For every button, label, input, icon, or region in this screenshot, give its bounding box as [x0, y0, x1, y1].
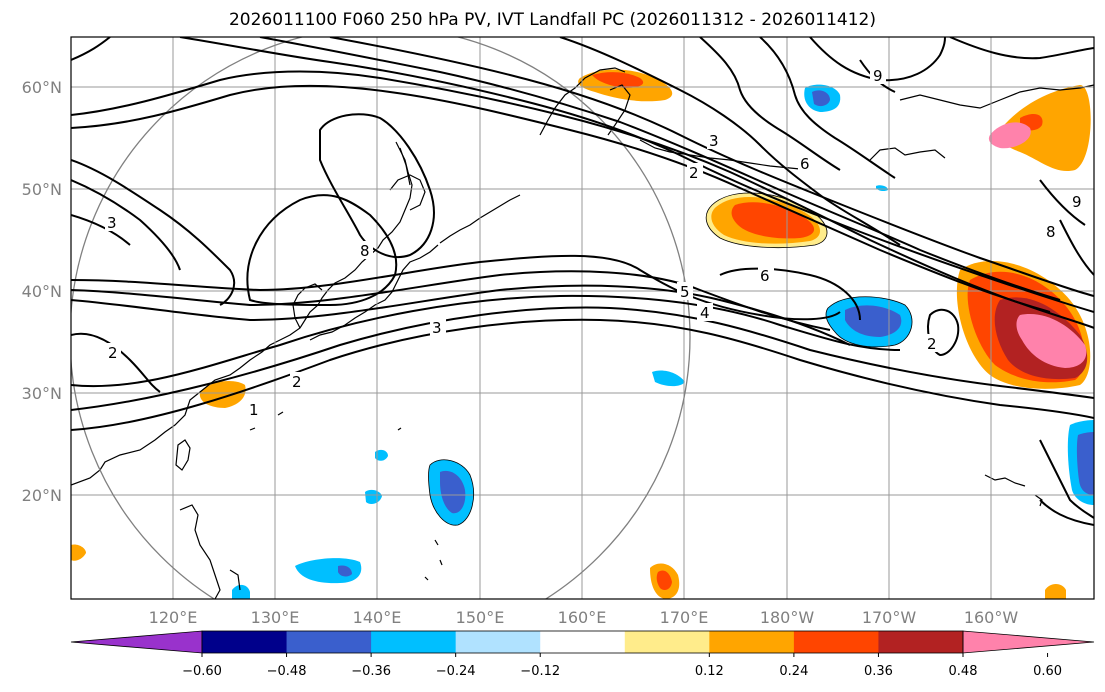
contour-label-9b: 9	[1072, 193, 1082, 211]
colorbar-tick-label: −0.24	[436, 664, 476, 679]
contour-label-2b: 2	[108, 344, 118, 362]
lat-tick-50n: 50°N	[22, 180, 62, 199]
contour-label-6: 6	[760, 267, 770, 285]
lat-tick-labels: 60°N 50°N 40°N 30°N 20°N	[22, 78, 62, 505]
colorbar-segment	[709, 631, 795, 653]
colorbar-segment	[793, 631, 879, 653]
colorbar-extend-low	[70, 630, 203, 654]
colorbar-tick-label: −0.12	[520, 664, 560, 679]
colorbar-segment	[624, 631, 710, 653]
lon-tick-130e: 130°E	[251, 608, 300, 627]
colorbar-tick-label: −0.60	[182, 664, 222, 679]
contour-label-8b: 8	[1046, 223, 1056, 241]
contour-lines	[71, 37, 1094, 526]
lat-tick-20n: 20°N	[22, 486, 62, 505]
lon-tick-180w: 180°W	[760, 608, 815, 627]
colorbar-segment	[371, 631, 457, 653]
contour-label-9: 9	[873, 67, 883, 85]
lon-tick-140e: 140°E	[353, 608, 402, 627]
colorbar-segment	[202, 631, 288, 653]
contour-label-3a: 3	[432, 319, 442, 337]
contour-labels: 1 2 2 3 3 4 5 6 8 9 3 2 6 8	[105, 66, 1086, 419]
colorbar-tick-label: −0.36	[351, 664, 391, 679]
lon-tick-170e: 170°E	[660, 608, 709, 627]
plot-frame	[70, 36, 1095, 600]
lon-tick-120e: 120°E	[149, 608, 198, 627]
colorbar-tick-labels: −0.60 −0.48 −0.36 −0.24 −0.12 0.12 0.24 0.36 0.4…	[182, 653, 1062, 679]
contour-label-4: 4	[700, 304, 710, 322]
gridlines	[71, 37, 1094, 599]
contour-label-2a: 2	[292, 373, 302, 391]
lon-tick-160e: 160°E	[558, 608, 607, 627]
lon-tick-labels: 120°E 130°E 140°E 150°E 160°E 170°E 180°…	[149, 608, 1019, 627]
contour-label-6b: 6	[800, 155, 810, 173]
contour-label-8: 8	[360, 242, 370, 260]
contour-label-2d: 2	[927, 335, 937, 353]
lon-tick-150e: 150°E	[456, 608, 505, 627]
colorbar-frame	[201, 630, 964, 654]
coastlines	[71, 67, 1094, 599]
colorbar-segment	[878, 631, 964, 653]
lon-tick-160w: 160°W	[964, 608, 1019, 627]
lat-tick-30n: 30°N	[22, 384, 62, 403]
contour-label-3b: 3	[107, 214, 117, 232]
contour-label-3c: 3	[709, 132, 719, 150]
colorbar-tick-label: −0.48	[267, 664, 307, 679]
colorbar	[70, 630, 1095, 654]
colorbar-tick-label: 0.24	[779, 664, 808, 679]
lon-tick-170w: 170°W	[862, 608, 917, 627]
contour-label-1: 1	[249, 401, 259, 419]
patch-outlines	[428, 192, 913, 526]
lat-tick-60n: 60°N	[22, 78, 62, 97]
colorbar-tick-label: 0.36	[864, 664, 893, 679]
map-title: 2026011100 F060 250 hPa PV, IVT Landfall…	[228, 10, 876, 30]
contour-label-2c: 2	[689, 164, 699, 182]
radius-circle	[71, 37, 691, 599]
colorbar-segment	[540, 631, 626, 653]
colorbar-segment	[455, 631, 541, 653]
colorbar-tick-label: 0.12	[695, 664, 724, 679]
colorbar-extend-high	[962, 630, 1095, 654]
contour-label-5: 5	[680, 283, 690, 301]
colorbar-segment	[286, 631, 372, 653]
lat-tick-40n: 40°N	[22, 282, 62, 301]
colorbar-tick-label: 0.60	[1033, 664, 1062, 679]
colorbar-tick-label: 0.48	[949, 664, 978, 679]
